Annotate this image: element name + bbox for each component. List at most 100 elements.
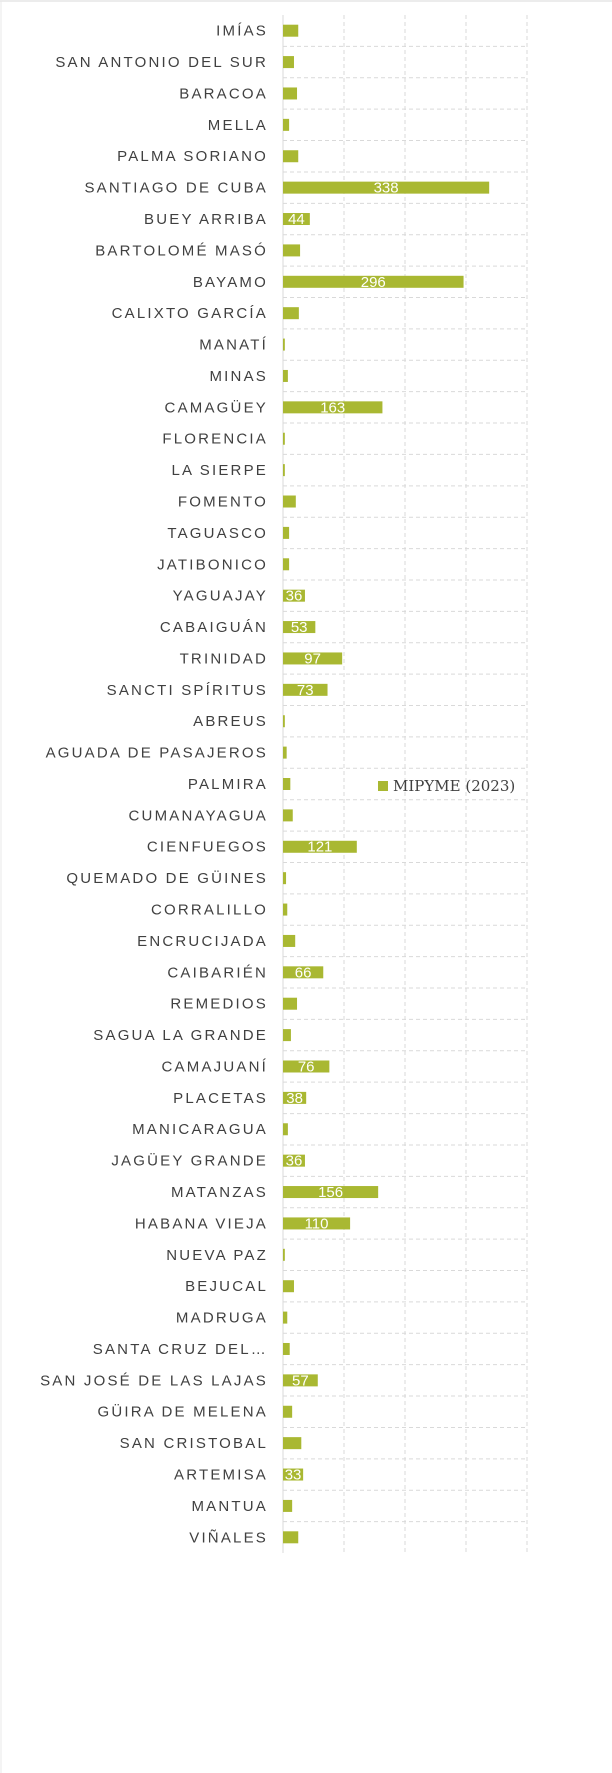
category-label: PALMIRA xyxy=(188,776,268,793)
bar xyxy=(283,558,290,571)
category-label: TAGUASCO xyxy=(167,525,268,542)
bar xyxy=(283,1029,291,1042)
category-label: CIENFUEGOS xyxy=(147,839,268,856)
value-label: 73 xyxy=(297,682,314,699)
category-label: LA SIERPE xyxy=(171,462,268,479)
bar xyxy=(283,24,299,37)
bar xyxy=(283,621,316,634)
category-label: CAIBARIÉN xyxy=(167,964,268,981)
bar xyxy=(283,966,324,979)
value-label: 296 xyxy=(361,274,386,291)
bar xyxy=(283,1060,330,1073)
bar xyxy=(283,1217,351,1230)
category-label: MATANZAS xyxy=(171,1184,268,1201)
bar xyxy=(283,87,298,100)
bar xyxy=(283,872,287,885)
bar xyxy=(283,1499,293,1512)
bar xyxy=(283,1468,304,1481)
bar xyxy=(283,181,490,194)
bar xyxy=(283,401,383,414)
category-label: REMEDIOS xyxy=(170,996,268,1013)
bar xyxy=(283,56,294,69)
category-label: CABAIGUÁN xyxy=(160,619,268,636)
category-label: CORRALILLO xyxy=(151,902,268,919)
bar xyxy=(283,464,285,477)
bar xyxy=(283,275,464,288)
category-label: CAMAGÜEY xyxy=(165,398,268,416)
bar xyxy=(283,1311,288,1324)
value-label: 33 xyxy=(285,1466,302,1483)
value-label: 44 xyxy=(288,211,305,228)
bar xyxy=(283,526,290,539)
bar xyxy=(283,1091,307,1104)
category-label: BARACOA xyxy=(179,85,268,102)
bar xyxy=(283,1154,305,1167)
category-label: NUEVA PAZ xyxy=(166,1247,268,1264)
value-label: 163 xyxy=(320,399,345,416)
value-label: 36 xyxy=(286,1153,303,1170)
bar xyxy=(283,1280,294,1293)
category-label: MINAS xyxy=(209,368,268,385)
category-label: MANICARAGUA xyxy=(132,1121,268,1138)
category-label: BARTOLOMÉ MASÓ xyxy=(95,242,268,259)
category-label: ARTEMISA xyxy=(174,1466,268,1483)
bar xyxy=(283,997,298,1010)
value-label: 66 xyxy=(295,964,312,981)
legend-label: MIPYME (2023) xyxy=(393,777,515,795)
category-label: CAMAJUANÍ xyxy=(162,1058,268,1075)
category-label: CALIXTO GARCÍA xyxy=(112,305,268,322)
category-label: MANATÍ xyxy=(199,337,268,354)
value-label: 338 xyxy=(374,180,399,197)
bar xyxy=(283,840,357,853)
bar xyxy=(283,683,328,696)
bar xyxy=(283,1248,285,1261)
bar xyxy=(283,495,296,508)
bar xyxy=(283,338,285,351)
category-label: PALMA SORIANO xyxy=(117,148,268,165)
bar xyxy=(283,903,288,916)
value-label: 76 xyxy=(298,1058,315,1075)
bar xyxy=(283,809,293,822)
category-label: ABREUS xyxy=(193,713,268,730)
category-label: TRINIDAD xyxy=(180,650,268,667)
category-label: SAN ANTONIO DEL SUR xyxy=(55,54,268,71)
category-label: BUEY ARRIBA xyxy=(144,211,268,228)
bar xyxy=(283,1342,290,1355)
category-label: IMÍAS xyxy=(216,23,268,40)
bar xyxy=(283,715,285,728)
category-label: MADRUGA xyxy=(176,1310,268,1327)
bar xyxy=(283,213,310,226)
category-label: JATIBONICO xyxy=(157,556,268,573)
bar xyxy=(283,1437,302,1450)
category-label: SAGUA LA GRANDE xyxy=(93,1027,268,1044)
bar xyxy=(283,118,290,131)
category-label: AGUADA DE PASAJEROS xyxy=(46,745,268,762)
bar xyxy=(283,652,343,665)
category-label: QUEMADO DE GÜINES xyxy=(66,869,268,887)
category-label: PLACETAS xyxy=(173,1090,268,1107)
bar xyxy=(283,1374,318,1387)
bar xyxy=(283,307,299,320)
bar xyxy=(283,1405,293,1418)
value-label: 36 xyxy=(286,588,303,605)
value-label: 57 xyxy=(292,1372,309,1389)
bar xyxy=(283,778,291,790)
value-label: 110 xyxy=(305,1215,329,1232)
bar xyxy=(283,746,287,759)
category-label: MANTUA xyxy=(191,1498,268,1515)
bar xyxy=(283,1123,288,1136)
category-label: SANCTI SPÍRITUS xyxy=(107,682,268,699)
value-label: 121 xyxy=(307,839,332,856)
value-label: 38 xyxy=(286,1090,303,1107)
bar xyxy=(283,369,288,382)
category-label: FLORENCIA xyxy=(162,431,268,448)
category-label: ENCRUCIJADA xyxy=(137,933,268,950)
category-label: VIÑALES xyxy=(189,1529,268,1546)
bar xyxy=(283,432,285,445)
bar xyxy=(283,1531,299,1544)
category-label: BAYAMO xyxy=(193,274,268,291)
category-label: CUMANAYAGUA xyxy=(129,807,269,824)
category-label: SAN CRISTOBAL xyxy=(120,1435,268,1452)
bar xyxy=(283,589,305,602)
